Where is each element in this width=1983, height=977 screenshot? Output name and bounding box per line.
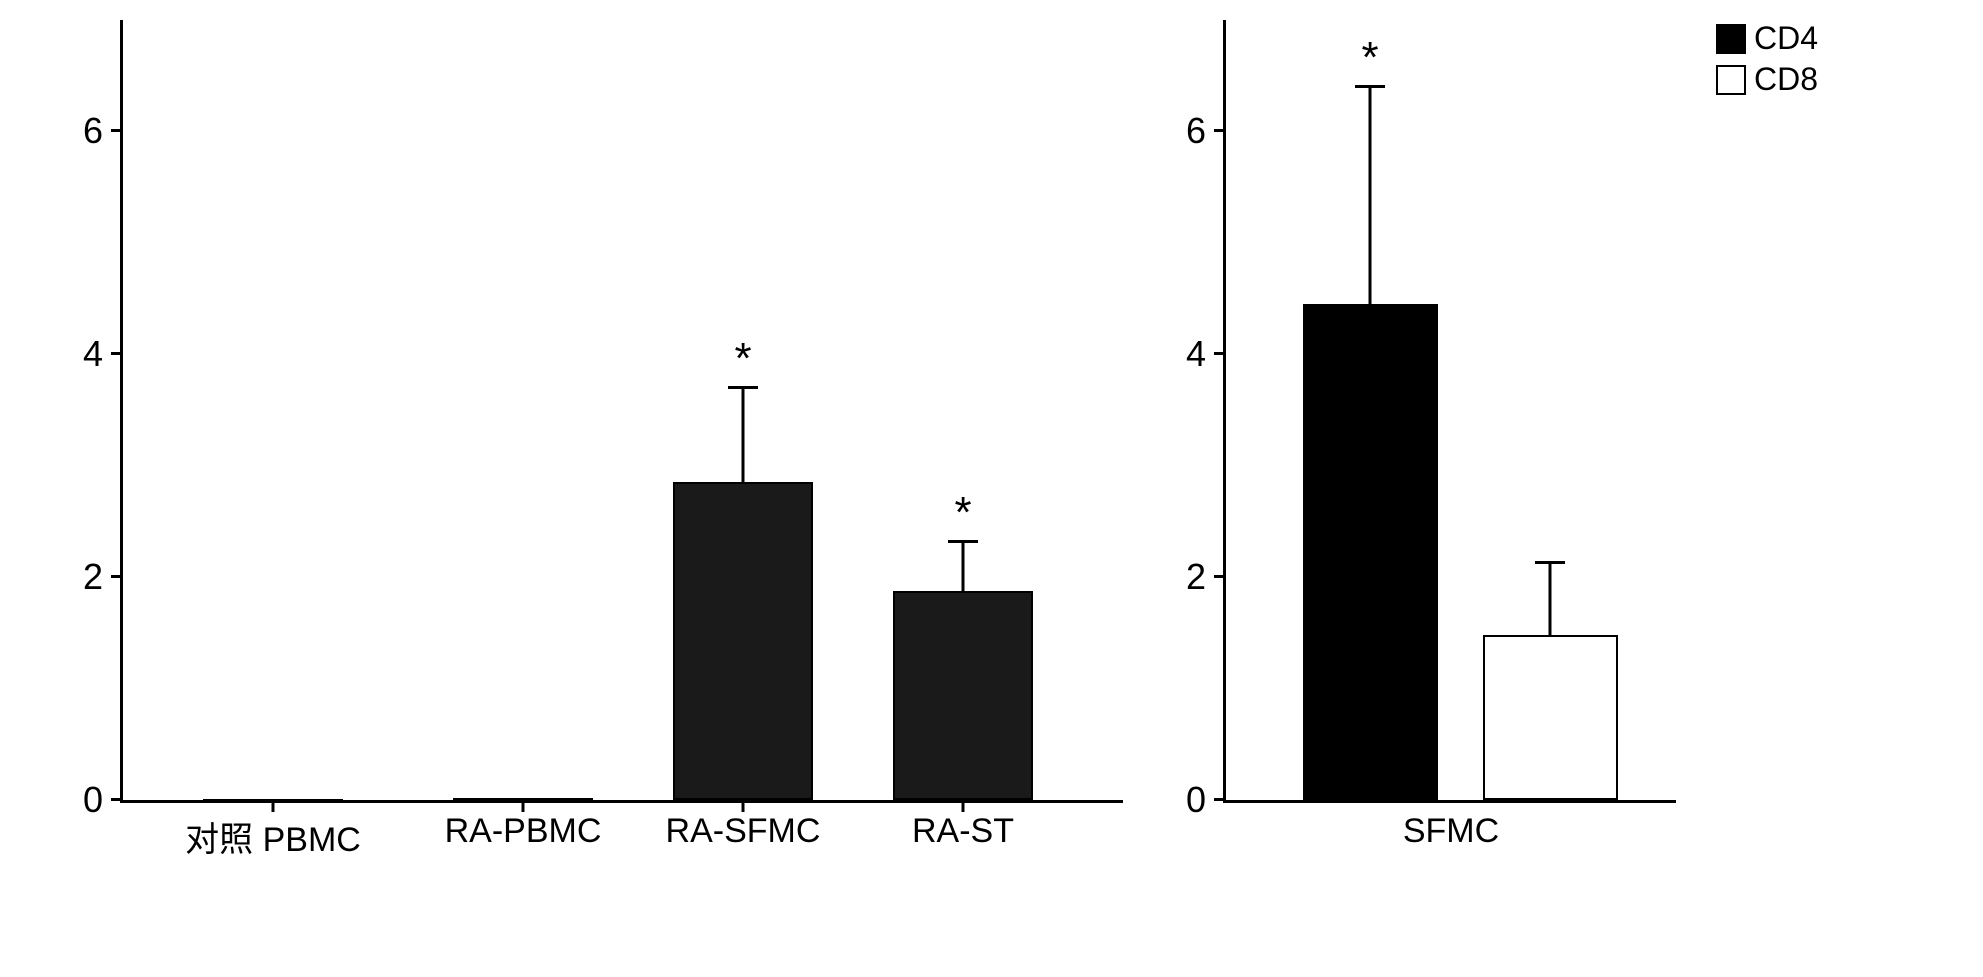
bar [1483,635,1618,800]
bar-fill [1483,635,1618,800]
bar-fill [893,591,1033,800]
bar-fill [673,482,813,800]
legend-item: CD4 [1716,20,1818,57]
significance-star: * [734,334,751,384]
x-axis-label: SFMC [1403,800,1499,851]
chart-right: 0246*SFMC [1163,20,1676,803]
chart-left: OPN 的相对表达量(倍数) 0246对照 PBMCRA-PBMC*RA-SFM… [20,20,1123,803]
legend-label: CD8 [1754,61,1818,98]
x-tick-mark [742,800,745,812]
y-tick-mark [1214,352,1226,355]
bar [673,482,813,800]
error-cap [728,386,758,389]
error-bar [962,542,965,591]
y-tick-mark [1214,798,1226,801]
bar [1303,304,1438,800]
x-tick-mark [522,800,525,812]
significance-star: * [954,488,971,538]
plot-area-2: 0246*SFMC [1223,20,1676,803]
error-bar [742,388,745,483]
x-tick-mark [272,800,275,812]
plot-area-1: 0246对照 PBMCRA-PBMC*RA-SFMC*RA-ST [120,20,1123,803]
error-cap [1535,561,1565,564]
error-bar [1369,87,1372,304]
legend-label: CD4 [1754,20,1818,57]
y-tick-mark [111,798,123,801]
bar [893,591,1033,800]
legend: CD4CD8 [1716,20,1818,102]
y-tick-mark [111,575,123,578]
y-tick-mark [111,129,123,132]
legend-item: CD8 [1716,61,1818,98]
error-bar [1549,563,1552,635]
y-tick-mark [1214,575,1226,578]
bar-fill [1303,304,1438,800]
y-tick-mark [1214,129,1226,132]
x-tick-mark [962,800,965,812]
y-tick-mark [111,352,123,355]
error-cap [948,540,978,543]
legend-swatch [1716,24,1746,54]
error-cap [1355,85,1385,88]
figure-container: OPN 的相对表达量(倍数) 0246对照 PBMCRA-PBMC*RA-SFM… [20,20,1920,803]
significance-star: * [1361,33,1378,83]
legend-swatch [1716,65,1746,95]
